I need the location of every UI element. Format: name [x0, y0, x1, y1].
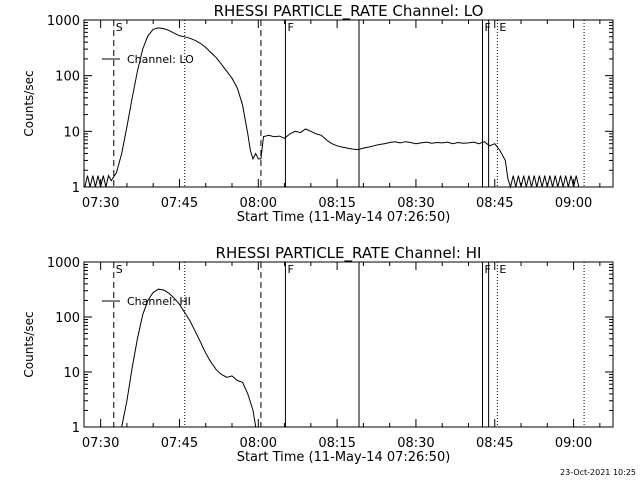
x-axis-label: Start Time (11-May-14 07:26:50)	[237, 450, 451, 465]
y-axis-label: Counts/sec	[22, 70, 36, 136]
x-tick-label: 09:00	[555, 436, 592, 451]
y-tick-label: 10	[63, 125, 80, 140]
y-tick-label: 1000	[47, 14, 80, 29]
chart-title: RHESSI PARTICLE_RATE Channel: LO	[214, 2, 484, 21]
event-marker-label: E	[499, 21, 506, 34]
x-tick-label: 09:00	[555, 196, 592, 211]
legend-label: Channel: LO	[127, 53, 194, 66]
x-tick-label: 08:15	[318, 436, 355, 451]
x-axis-label: Start Time (11-May-14 07:26:50)	[237, 210, 451, 225]
event-marker-label: F	[287, 263, 293, 276]
y-tick-label: 1000	[47, 256, 80, 271]
x-tick-label: 07:30	[82, 196, 119, 211]
x-tick-label: 07:30	[82, 436, 119, 451]
x-tick-label: 08:15	[318, 196, 355, 211]
x-tick-label: 08:30	[397, 196, 434, 211]
x-tick-label: 08:45	[476, 196, 513, 211]
y-tick-label: 100	[55, 70, 80, 85]
plot-frame	[83, 19, 614, 188]
event-marker-label: S	[116, 21, 123, 34]
y-tick-label: 1	[72, 181, 80, 196]
plot-frame	[83, 261, 614, 428]
x-tick-label: 08:00	[240, 436, 277, 451]
chart-panel-hi: RHESSI PARTICLE_RATE Channel: HI Counts/s…	[22, 244, 614, 465]
series-line	[121, 288, 257, 428]
y-tick-label: 1	[72, 421, 80, 436]
y-tick-label: 10	[63, 366, 80, 381]
x-tick-label: 08:30	[397, 436, 434, 451]
chart-title: RHESSI PARTICLE_RATE Channel: HI	[216, 244, 482, 263]
x-tick-label: 08:00	[240, 196, 277, 211]
footer-timestamp: 23-Oct-2021 10:25	[560, 468, 636, 477]
x-tick-label: 08:45	[476, 436, 513, 451]
event-marker-label: E	[499, 263, 506, 276]
event-marker-label: S	[116, 263, 123, 276]
chart-panel-lo: RHESSI PARTICLE_RATE Channel: LO Counts/s…	[22, 2, 614, 225]
y-tick-label: 100	[55, 311, 80, 326]
event-marker-label: F	[485, 263, 491, 276]
x-tick-label: 07:45	[161, 196, 198, 211]
x-tick-label: 07:45	[161, 436, 198, 451]
y-axis-label: Counts/sec	[22, 311, 36, 377]
legend-label: Channel: HI	[127, 295, 191, 308]
event-marker-label: F	[485, 21, 491, 34]
event-marker-label: F	[287, 21, 293, 34]
series-line	[84, 27, 580, 189]
